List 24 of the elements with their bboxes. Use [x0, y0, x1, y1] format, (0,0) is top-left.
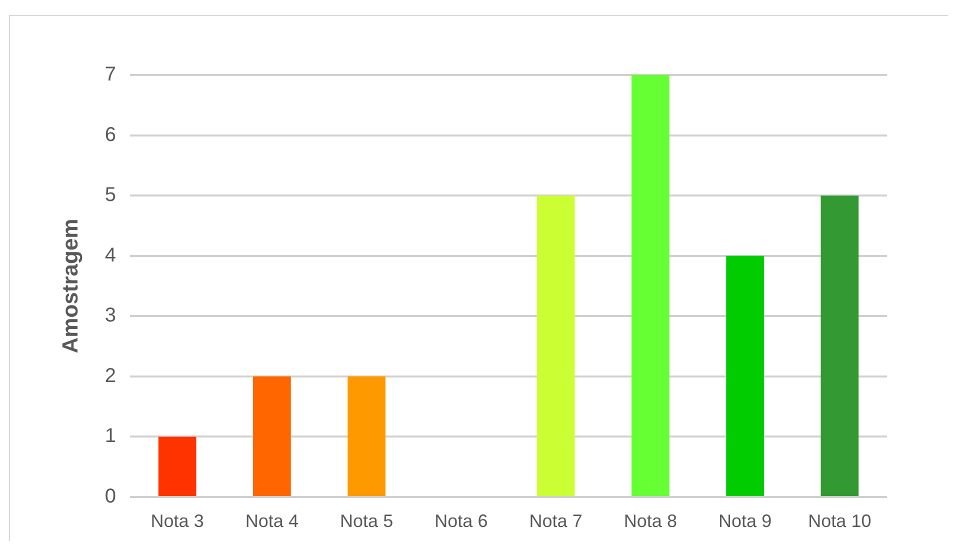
y-tick-label: 2 — [104, 364, 116, 387]
y-tick-label: 7 — [104, 64, 116, 86]
x-tick-label: Nota 3 — [150, 510, 204, 531]
x-tick-label: Nota 9 — [718, 510, 772, 531]
x-tick-label: Nota 5 — [340, 510, 394, 531]
y-tick-label: 6 — [104, 124, 116, 146]
y-tick-label: 3 — [104, 304, 116, 327]
x-tick-label: Nota 4 — [245, 510, 298, 531]
bar — [536, 196, 575, 496]
x-tick-label: Nota 8 — [624, 510, 677, 531]
x-tick-label: Nota 7 — [529, 510, 582, 531]
x-tick-label: Nota 6 — [434, 510, 488, 531]
x-tick-label: Nota 10 — [808, 510, 872, 531]
y-tick-label: 1 — [104, 425, 116, 448]
bar — [348, 376, 386, 496]
bar — [726, 256, 764, 496]
bar — [632, 75, 670, 496]
bar — [253, 376, 291, 496]
y-axis-title: Amostragem — [57, 218, 82, 354]
y-tick-label: 0 — [104, 486, 116, 508]
y-tick-label: 4 — [104, 244, 116, 266]
y-tick-label: 5 — [104, 184, 116, 206]
bar — [820, 196, 859, 496]
bar — [158, 436, 196, 496]
